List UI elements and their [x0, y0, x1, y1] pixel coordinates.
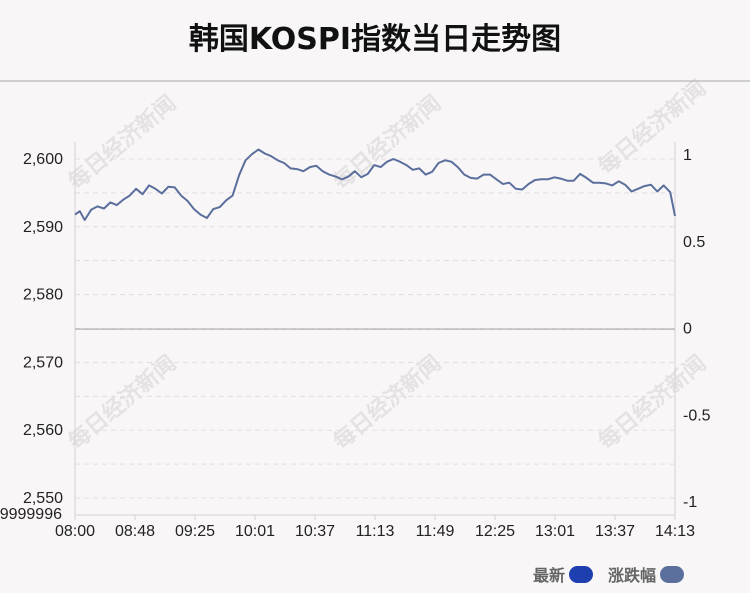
- x-tick-label: 10:37: [295, 523, 335, 540]
- legend-swatch-latest: [569, 565, 594, 583]
- x-tick-label: 11:13: [356, 523, 395, 540]
- x-tick-label: 08:48: [115, 523, 155, 540]
- x-tick-label: 09:25: [175, 523, 215, 540]
- y-left-tick-label: 2,550: [23, 490, 63, 507]
- x-tick-label: 13:37: [595, 523, 635, 540]
- y-left-tick-label: 2,590: [23, 219, 63, 236]
- x-tick-label: 10:01: [235, 523, 275, 540]
- legend-label-latest: 最新: [533, 566, 566, 585]
- y-right-tick-label: 0: [683, 321, 692, 338]
- x-tick-label: 11:49: [416, 523, 455, 540]
- y-left-min-label: 9999996: [0, 506, 62, 523]
- y-right-tick-label: 0.5: [683, 234, 705, 251]
- x-tick-label: 13:01: [535, 523, 575, 540]
- legend-label-change: 涨跌幅: [608, 566, 657, 585]
- x-tick-label: 08:00: [55, 523, 95, 540]
- y-left-tick-label: 2,600: [23, 151, 63, 168]
- y-left-tick-label: 2,580: [23, 287, 63, 304]
- x-tick-label: 14:13: [655, 523, 695, 540]
- y-right-tick-label: -1: [683, 494, 697, 511]
- legend: 涨跌幅: [608, 562, 685, 586]
- y-left-tick-label: 2,560: [23, 422, 63, 439]
- legend: 最新: [533, 562, 594, 586]
- legend-swatch-change: [660, 565, 685, 583]
- y-right-tick-label: 1: [683, 147, 692, 164]
- series-line: [74, 148, 676, 221]
- y-left-tick-label: 2,570: [23, 354, 63, 371]
- x-tick-label: 12:25: [475, 523, 515, 540]
- y-right-tick-label: -0.5: [683, 407, 711, 424]
- chart-title: 韩国KOSPI指数当日走势图: [188, 22, 562, 57]
- title-divider: [0, 80, 750, 82]
